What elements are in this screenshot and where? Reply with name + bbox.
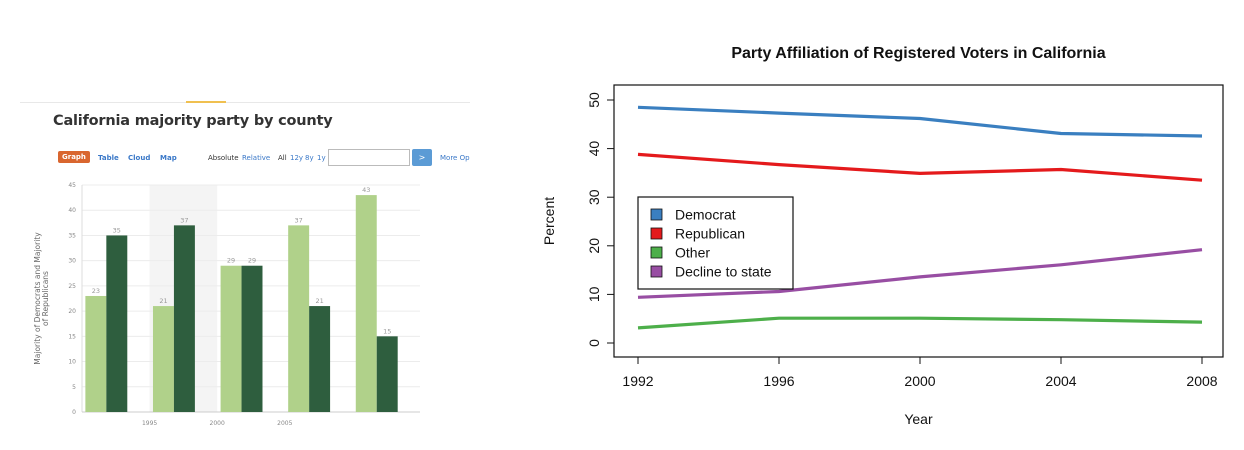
legend-label: Democrat [675, 207, 736, 223]
x-tick-label: 1996 [763, 373, 794, 389]
bar [106, 235, 128, 412]
bar-value-label: 35 [113, 226, 121, 234]
legend-swatch [650, 227, 663, 240]
y-tick-label: 20 [68, 308, 76, 315]
y-tick-label: 20 [586, 238, 602, 254]
bar [85, 295, 107, 412]
legend-label: Decline to state [675, 264, 772, 280]
search-input[interactable] [328, 149, 410, 166]
x-tick-label: 2004 [1045, 373, 1076, 389]
x-tick-label: 2005 [277, 420, 292, 427]
y-tick-label: 10 [68, 359, 76, 366]
y-tick-label: 35 [68, 232, 76, 239]
bar [288, 225, 310, 412]
y-tick-label: 0 [586, 339, 602, 347]
bar-value-label: 21 [159, 297, 167, 305]
y-tick-label: 0 [72, 409, 76, 416]
range-all-option[interactable]: All [278, 154, 287, 162]
county-chart-title: California majority party by county [53, 113, 333, 129]
plot-frame [613, 84, 1224, 358]
county-chart-panel: California majority party by county Grap… [20, 95, 470, 435]
legend-label: Republican [675, 226, 745, 242]
y-tick-label: 40 [586, 141, 602, 157]
y-tick-label: 50 [586, 92, 602, 108]
bar-value-label: 29 [248, 257, 256, 265]
x-tick-label: 1992 [622, 373, 653, 389]
x-tick-label: 2000 [904, 373, 935, 389]
x-tick-label: 1995 [142, 420, 157, 427]
relative-option[interactable]: Relative [242, 154, 271, 162]
range-12y-option[interactable]: 12y [290, 154, 304, 162]
cloud-tab[interactable]: Cloud [128, 154, 151, 162]
legend-label: Other [675, 245, 710, 261]
y-tick-label: 30 [68, 258, 76, 265]
bar-value-label: 21 [315, 297, 323, 305]
y-tick-label: 5 [72, 384, 76, 391]
view-toolbar: Graph Table Cloud Map Absolute Relative … [58, 149, 478, 167]
more-options-link[interactable]: More Op [440, 154, 470, 162]
go-button[interactable]: > [412, 149, 432, 166]
y-axis-label: Majority of Democrats and Majorityof Rep… [33, 232, 50, 365]
party-affiliation-line-chart: Party Affiliation of Registered Voters i… [541, 45, 1224, 427]
legend-box [637, 196, 794, 290]
bar [241, 265, 263, 412]
bar [173, 225, 195, 412]
absolute-option[interactable]: Absolute [208, 154, 239, 162]
x-tick-label: 2008 [1186, 373, 1217, 389]
range-1y-option[interactable]: 1y [317, 154, 326, 162]
bar-value-label: 29 [227, 257, 235, 265]
x-axis-label: Year [904, 411, 933, 427]
range-8y-option[interactable]: 8y [305, 154, 314, 162]
x-tick-label: 2000 [210, 420, 225, 427]
series-line [637, 248, 1203, 299]
bar-value-label: 43 [362, 186, 370, 194]
y-tick-label: 40 [68, 207, 76, 214]
bar [220, 265, 242, 412]
y-tick-label: 25 [68, 283, 76, 290]
legend-swatch [650, 208, 663, 221]
y-tick-label: 15 [68, 333, 76, 340]
graph-tab[interactable]: Graph [58, 151, 90, 163]
y-tick-label: 45 [68, 182, 76, 189]
bar-value-label: 37 [180, 216, 188, 224]
top-divider [20, 102, 470, 103]
series-line [637, 105, 1203, 138]
top-accent-bar [186, 101, 226, 103]
y-axis-label: Percent [541, 197, 557, 245]
bar-value-label: 15 [383, 327, 391, 335]
bar-value-label: 23 [92, 287, 100, 295]
legend-swatch [650, 246, 663, 259]
legend-swatch [650, 265, 663, 278]
series-line [637, 152, 1203, 182]
series-line [637, 316, 1203, 330]
bar [309, 306, 331, 412]
bar [355, 195, 377, 412]
bar [376, 336, 398, 412]
line-chart-title: Party Affiliation of Registered Voters i… [731, 45, 1105, 62]
bar-value-label: 37 [295, 216, 303, 224]
y-tick-label: 10 [586, 286, 602, 302]
table-tab[interactable]: Table [98, 154, 119, 162]
county-bar-chart: 0 5 10 15 20 25 30 35 40 45 23 21 29 37 43 35 37 29 21 15 19… [33, 182, 420, 427]
bar [152, 306, 174, 412]
map-tab[interactable]: Map [160, 154, 177, 162]
y-tick-label: 30 [586, 189, 602, 205]
